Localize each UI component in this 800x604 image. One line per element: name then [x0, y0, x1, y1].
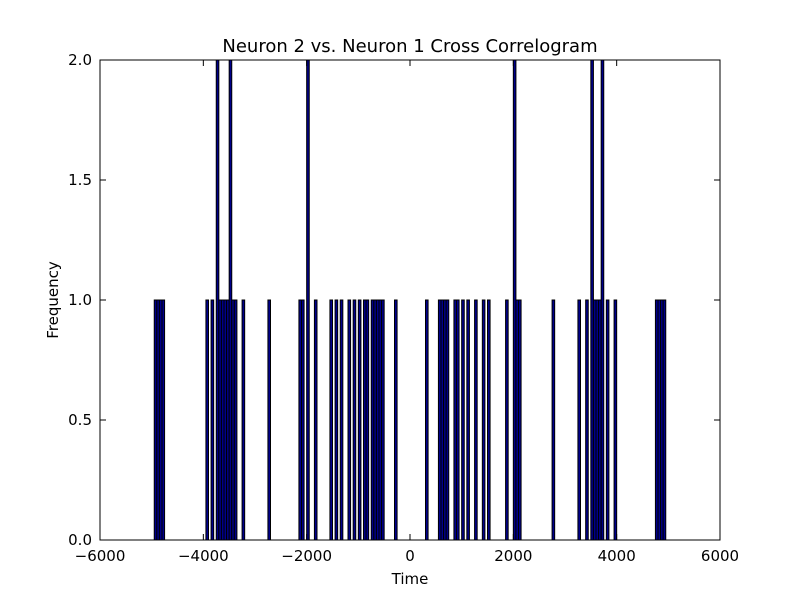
bar	[605, 299, 610, 541]
bar	[585, 299, 589, 541]
bar	[487, 299, 491, 541]
bar	[352, 299, 357, 541]
bar	[662, 299, 667, 541]
bar	[233, 299, 238, 541]
y-tick-label: 0.0	[68, 531, 92, 549]
bar	[210, 299, 215, 541]
plot-area	[100, 60, 720, 540]
bar	[551, 299, 556, 541]
bar	[481, 299, 486, 541]
bar	[394, 299, 398, 541]
bar	[445, 299, 450, 541]
bar	[365, 299, 370, 541]
y-tick-label: 1.5	[68, 171, 92, 189]
bar	[577, 299, 582, 541]
bar	[339, 299, 344, 541]
bar	[466, 299, 470, 541]
bar	[241, 299, 246, 541]
bar	[357, 299, 362, 541]
x-axis-label: Time	[391, 570, 429, 588]
y-tick-label: 1.0	[68, 291, 92, 309]
bar	[301, 299, 305, 541]
bar	[306, 59, 310, 541]
y-tick-label: 0.5	[68, 411, 92, 429]
chart-title: Neuron 2 vs. Neuron 1 Cross Correlogram	[222, 36, 597, 57]
x-tick-label: 4000	[598, 547, 636, 565]
bar	[456, 299, 460, 541]
x-tick-label: −6000	[75, 547, 126, 565]
bar	[347, 299, 352, 541]
ticks-group: −6000 −4000 −2000 0 2000 4000 6000 0.0 0.5 1.0 1.5…	[68, 51, 739, 565]
x-tick-label: 2000	[494, 547, 532, 565]
bar	[474, 299, 478, 541]
y-axis-label: Frequency	[44, 261, 62, 339]
x-tick-label: 6000	[701, 547, 739, 565]
bar	[505, 299, 509, 541]
bar	[613, 299, 618, 541]
bar	[461, 299, 465, 541]
x-tick-label: 0	[405, 547, 415, 565]
bar	[600, 59, 605, 541]
x-tick-label: −4000	[178, 547, 229, 565]
bar	[381, 299, 385, 541]
x-tick-label: −2000	[281, 547, 332, 565]
bar	[334, 299, 339, 541]
bar	[267, 299, 271, 541]
bar	[329, 299, 333, 541]
bar	[518, 299, 522, 541]
bar	[425, 299, 429, 541]
y-tick-label: 2.0	[68, 51, 92, 69]
bar	[313, 299, 318, 541]
bar	[205, 299, 210, 541]
bar	[161, 299, 166, 541]
